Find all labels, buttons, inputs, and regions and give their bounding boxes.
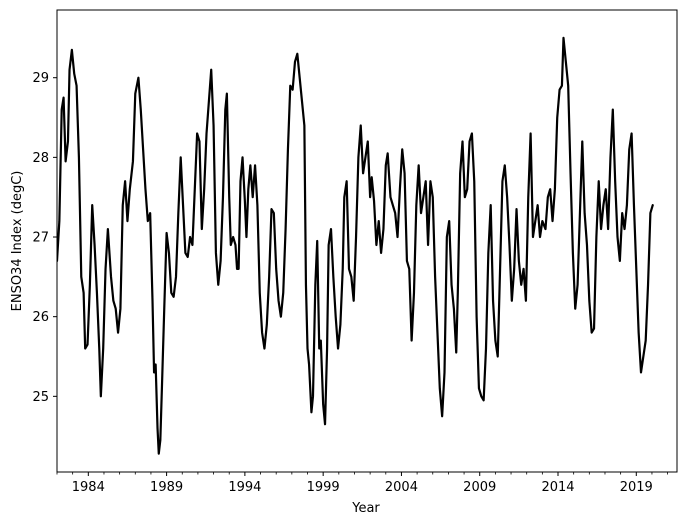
y-tick-label: 25: [32, 390, 49, 405]
y-tick-label: 26: [32, 310, 49, 325]
y-axis-label: ENSO34 Index (degC): [10, 171, 25, 312]
y-axis: 25 26 27 28 29: [32, 71, 57, 405]
x-tick-label: 1994: [228, 480, 261, 495]
x-tick-label: 2009: [463, 480, 496, 495]
x-tick-label: 1989: [150, 480, 183, 495]
plot-frame: [56, 9, 678, 473]
x-tick-label: 1999: [307, 480, 340, 495]
x-tick-label: 2014: [541, 480, 574, 495]
x-tick-label: 2019: [620, 480, 653, 495]
x-axis: 1984 1989 1994 1999 2004 2009 2014 2019: [56, 472, 669, 495]
x-tick-label: 1984: [72, 480, 105, 495]
plot-area: [56, 9, 678, 473]
y-tick-label: 27: [32, 231, 49, 246]
y-tick-label: 29: [32, 71, 49, 86]
x-axis-label: Year: [351, 501, 380, 516]
enso34-series-line: [57, 36, 654, 455]
x-tick-label: 2004: [385, 480, 418, 495]
y-tick-label: 28: [32, 151, 49, 166]
